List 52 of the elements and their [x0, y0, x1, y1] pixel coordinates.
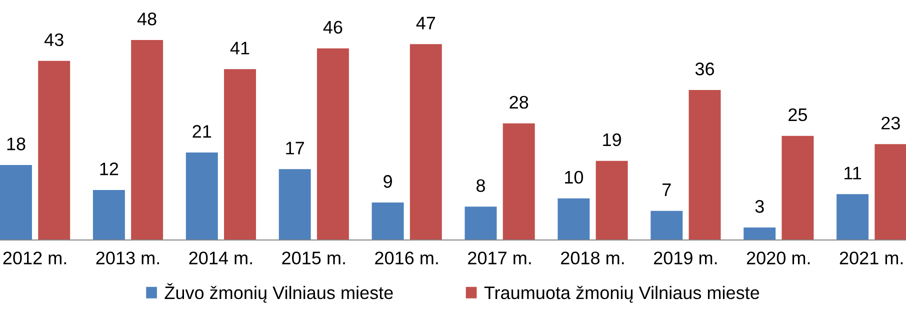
- data-label: 19: [603, 133, 621, 146]
- data-label: 36: [695, 62, 714, 76]
- bar: [38, 60, 70, 240]
- x-tick-label: 2018 m.: [561, 252, 624, 264]
- data-label: 41: [230, 42, 250, 54]
- data-label: 10: [565, 170, 584, 184]
- x-tick-label: 2016 m.: [375, 252, 438, 264]
- data-label: 17: [286, 142, 304, 154]
- data-label: 21: [192, 125, 212, 138]
- bar: [650, 210, 683, 240]
- x-tick-label: 2015 m.: [282, 252, 345, 264]
- data-label: 7: [662, 184, 671, 196]
- bar: [596, 160, 628, 240]
- data-label: 23: [882, 116, 900, 130]
- bar: [744, 228, 776, 240]
- data-label: 9: [384, 175, 392, 188]
- data-label: 12: [100, 162, 118, 176]
- bar: [836, 194, 869, 240]
- bar: [502, 123, 535, 240]
- bar: [0, 165, 32, 240]
- data-label: 3: [755, 200, 764, 213]
- x-tick-label: 2013 m.: [96, 252, 159, 264]
- data-label: 47: [416, 16, 436, 30]
- data-label: 25: [788, 108, 807, 122]
- legend-label: Traumuota žmonių Vilniaus mieste: [484, 286, 760, 303]
- bar: [874, 144, 906, 240]
- data-label: 43: [44, 33, 64, 46]
- data-label: 28: [510, 96, 528, 109]
- bar: [278, 169, 311, 240]
- data-label: 48: [137, 12, 156, 26]
- bar: [782, 136, 814, 240]
- data-label: 11: [844, 166, 862, 180]
- bar: [688, 90, 721, 240]
- bar: [558, 198, 590, 240]
- data-label: 8: [476, 179, 485, 192]
- x-tick-label: 2017 m.: [468, 252, 531, 264]
- bar: [372, 202, 404, 240]
- data-label: 18: [7, 138, 26, 150]
- bar: [186, 152, 218, 240]
- x-tick-label: 2019 m.: [654, 252, 717, 264]
- x-tick-label: 2014 m.: [189, 252, 252, 264]
- x-tick-label: 2021 m.: [840, 252, 903, 264]
- bar: [92, 190, 125, 240]
- bar: [131, 40, 164, 240]
- legend-label: Žuvo žmonių Vilniaus mieste: [164, 283, 393, 303]
- bar: [464, 206, 497, 240]
- bar: [410, 44, 442, 240]
- x-tick-label: 2020 m.: [746, 252, 810, 264]
- bar: [316, 48, 349, 240]
- data-label: 46: [323, 20, 342, 34]
- x-tick-label: 2012 m.: [3, 252, 66, 264]
- bar: [224, 69, 256, 240]
